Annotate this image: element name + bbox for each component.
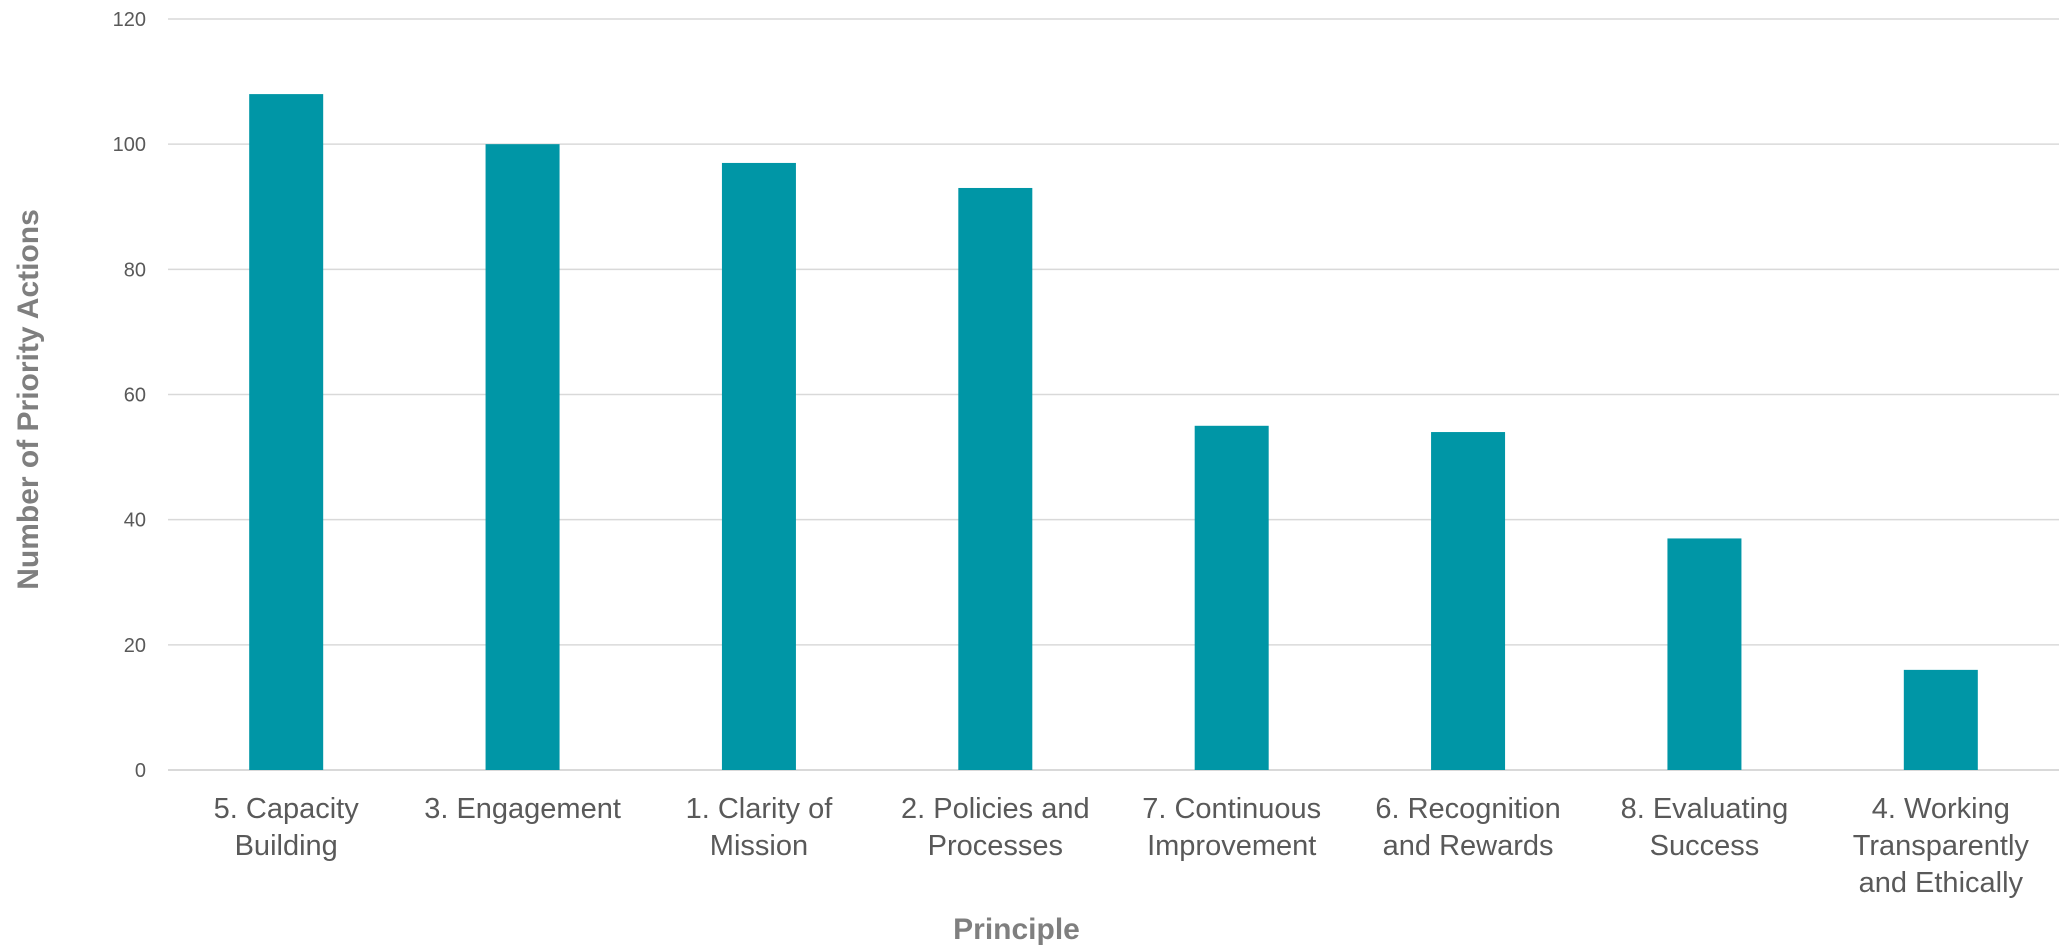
- y-tick-label: 120: [113, 9, 146, 31]
- x-category-label: 3. Engagement: [424, 793, 621, 825]
- x-category-label: 8. Evaluating: [1621, 793, 1789, 825]
- x-category-label: and Rewards: [1383, 830, 1554, 862]
- x-category-label: Building: [235, 830, 338, 862]
- x-category-label: and Ethically: [1859, 867, 2024, 899]
- bar: [249, 94, 324, 771]
- bar: [721, 162, 796, 771]
- x-category-label: Improvement: [1147, 830, 1316, 862]
- x-category-label: 7. Continuous: [1142, 793, 1321, 825]
- y-tick-label: 80: [124, 259, 146, 281]
- y-tick-label: 60: [124, 385, 146, 407]
- bar: [1431, 432, 1506, 770]
- y-tick-label: 20: [124, 635, 146, 657]
- bar: [1667, 538, 1742, 770]
- x-category-label: Success: [1650, 830, 1760, 862]
- bar: [485, 144, 560, 770]
- x-axis-title: Principle: [953, 913, 1080, 946]
- bar: [1903, 669, 1978, 770]
- bar: [1194, 425, 1269, 770]
- x-category-label: 6. Recognition: [1375, 793, 1560, 825]
- y-axis-title: Number of Priority Actions: [12, 209, 45, 590]
- y-tick-label: 0: [135, 760, 146, 782]
- x-category-label: 4. Working: [1872, 793, 2010, 825]
- gridlines: [168, 18, 2059, 771]
- x-category-label: 5. Capacity: [214, 793, 360, 825]
- y-axis-ticks: 0 20 40 60 80 100 120: [113, 9, 146, 782]
- bars: [249, 94, 1978, 771]
- x-category-label: 1. Clarity of: [686, 793, 834, 825]
- y-tick-label: 40: [124, 510, 146, 532]
- x-category-label: Mission: [710, 830, 808, 862]
- y-tick-label: 100: [113, 134, 146, 156]
- bar: [958, 187, 1033, 771]
- x-category-label: Transparently: [1853, 830, 2030, 862]
- x-axis-categories: 5. Capacity Building 3. Engagement 1. Clari…: [214, 793, 2030, 899]
- x-category-label: 2. Policies and: [901, 793, 1090, 825]
- x-category-label: Processes: [928, 830, 1063, 862]
